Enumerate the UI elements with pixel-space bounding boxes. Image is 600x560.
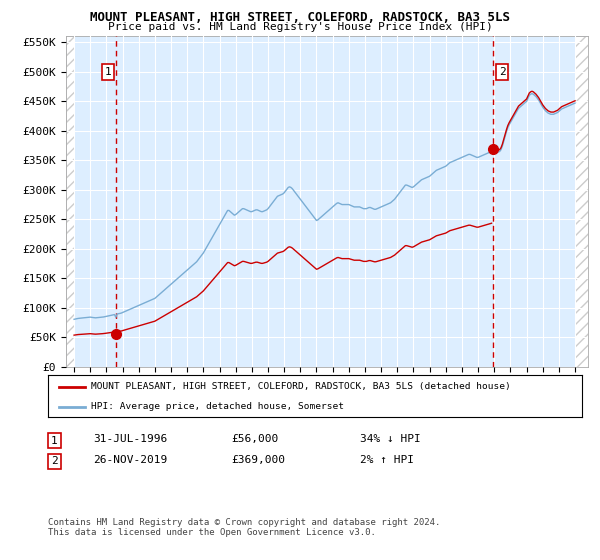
Bar xyxy=(575,36,588,367)
Text: 2: 2 xyxy=(499,67,506,77)
Text: 1: 1 xyxy=(51,436,58,446)
Text: MOUNT PLEASANT, HIGH STREET, COLEFORD, RADSTOCK, BA3 5LS (detached house): MOUNT PLEASANT, HIGH STREET, COLEFORD, R… xyxy=(91,382,511,391)
Text: 26-NOV-2019: 26-NOV-2019 xyxy=(93,455,167,465)
Text: 2% ↑ HPI: 2% ↑ HPI xyxy=(360,455,414,465)
Bar xyxy=(66,36,74,367)
Text: HPI: Average price, detached house, Somerset: HPI: Average price, detached house, Some… xyxy=(91,402,344,411)
Text: Price paid vs. HM Land Registry's House Price Index (HPI): Price paid vs. HM Land Registry's House … xyxy=(107,22,493,32)
Text: MOUNT PLEASANT, HIGH STREET, COLEFORD, RADSTOCK, BA3 5LS: MOUNT PLEASANT, HIGH STREET, COLEFORD, R… xyxy=(90,11,510,24)
Text: £56,000: £56,000 xyxy=(231,434,278,444)
Text: 34% ↓ HPI: 34% ↓ HPI xyxy=(360,434,421,444)
Text: 2: 2 xyxy=(51,456,58,466)
Text: 31-JUL-1996: 31-JUL-1996 xyxy=(93,434,167,444)
Text: £369,000: £369,000 xyxy=(231,455,285,465)
Text: 1: 1 xyxy=(104,67,111,77)
Text: Contains HM Land Registry data © Crown copyright and database right 2024.
This d: Contains HM Land Registry data © Crown c… xyxy=(48,518,440,538)
